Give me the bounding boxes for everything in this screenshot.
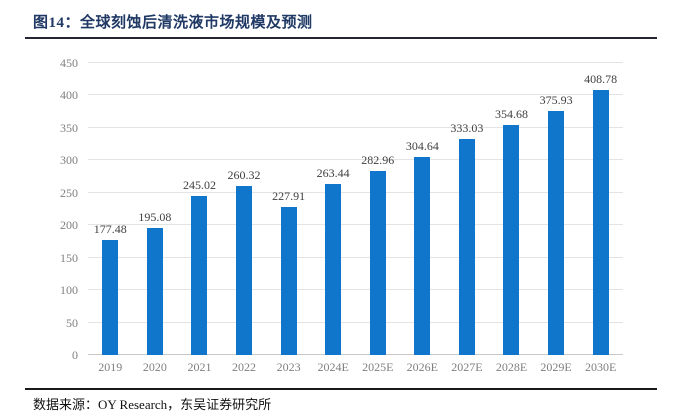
bar-value-label: 333.03 — [450, 121, 484, 135]
figure-title: 图14：全球刻蚀后清洗液市场规模及预测 — [33, 15, 313, 31]
y-tick-label: 100 — [60, 283, 78, 298]
bar-value-label: 260.32 — [227, 168, 261, 182]
x-tick-label: 2023 — [276, 360, 301, 374]
y-tick-label: 200 — [60, 218, 78, 233]
gridline — [88, 94, 623, 96]
bar-slot-2022: 260.32 — [222, 63, 267, 355]
bar-2026E — [414, 157, 431, 355]
y-tick-label: 50 — [66, 315, 78, 330]
bar-series: 177.48 195.08 245.02 260.32 227.91 263.44 282.… — [88, 63, 623, 355]
x-axis: 2019 2020 2021 2022 2023 2024E 2025E 2026E 2027E… — [88, 360, 623, 375]
gridline — [88, 321, 623, 323]
x-tick-label: 2019 — [98, 360, 123, 374]
gridline — [88, 224, 623, 226]
bar-value-label: 408.78 — [584, 72, 618, 86]
x-tick-label: 2024E — [317, 360, 349, 374]
bar-2029E — [548, 111, 565, 355]
bar-2028E — [503, 125, 520, 355]
bar-value-label: 263.44 — [316, 166, 350, 180]
bar-slot-2020: 195.08 — [133, 63, 178, 355]
bar-value-label: 195.08 — [138, 210, 172, 224]
gridline — [88, 62, 623, 63]
bar-2027E — [458, 139, 475, 355]
x-axis-line — [88, 354, 623, 355]
bar-slot-2025E: 282.96 — [355, 63, 400, 355]
bar-value-label: 354.68 — [494, 107, 528, 121]
x-tick-label: 2021 — [187, 360, 212, 374]
x-tick-label: 2020 — [142, 360, 167, 374]
bar-value-label: 227.91 — [272, 189, 306, 203]
x-tick-label: 2026E — [406, 360, 438, 374]
y-tick-label: 350 — [60, 120, 78, 135]
bar-2030E — [592, 90, 609, 355]
title-divider — [25, 37, 657, 39]
bar-slot-2021: 245.02 — [177, 63, 222, 355]
bar-2023 — [280, 207, 297, 355]
y-tick-label: 300 — [60, 153, 78, 168]
bar-slot-2029E: 375.93 — [534, 63, 579, 355]
x-tick-label: 2027E — [451, 360, 483, 374]
bar-slot-2023: 227.91 — [266, 63, 311, 355]
bar-slot-2027E: 333.03 — [445, 63, 490, 355]
bar-2025E — [369, 171, 386, 355]
bar-value-label: 245.02 — [182, 178, 216, 192]
y-tick-label: 0 — [72, 348, 78, 362]
y-tick-label: 150 — [60, 250, 78, 265]
bar-2021 — [191, 196, 208, 355]
bar-2022 — [236, 186, 253, 355]
bar-slot-2024E: 263.44 — [311, 63, 356, 355]
bar-slot-2026E: 304.64 — [400, 63, 445, 355]
bar-value-label: 304.64 — [405, 139, 439, 153]
bar-value-label: 375.93 — [539, 93, 573, 107]
bar-2019 — [102, 240, 119, 355]
x-tick-label: 2022 — [232, 360, 257, 374]
bar-2024E — [325, 184, 342, 355]
y-axis: 0 50 100 150 200 250 300 350 400 450 — [0, 57, 78, 361]
bar-slot-2030E: 408.78 — [578, 63, 623, 355]
x-tick-label: 2030E — [584, 360, 617, 374]
bar-slot-2028E: 354.68 — [489, 63, 534, 355]
gridline — [88, 289, 623, 291]
bar-value-label: 282.96 — [361, 153, 395, 167]
bar-value-label: 177.48 — [93, 222, 127, 236]
plot-area: 177.48 195.08 245.02 260.32 227.91 263.44 282.… — [88, 62, 623, 355]
gridline — [88, 191, 623, 193]
x-tick-label: 2025E — [362, 360, 394, 374]
gridline — [88, 159, 623, 161]
gridline — [88, 256, 623, 258]
data-source: 数据来源：OY Research，东吴证券研究所 — [33, 397, 272, 412]
bar-slot-2019: 177.48 — [88, 63, 133, 355]
bar-2020 — [146, 228, 163, 355]
market-size-bar-chart: 0 50 100 150 200 250 300 350 400 450 177.48 195.08… — [0, 45, 682, 380]
gridline — [88, 126, 623, 128]
y-tick-label: 250 — [60, 185, 78, 200]
x-tick-label: 2028E — [495, 360, 528, 374]
x-tick-label: 2029E — [540, 360, 572, 374]
y-tick-label: 450 — [60, 56, 78, 70]
y-tick-label: 400 — [60, 88, 78, 103]
footer-divider — [25, 388, 657, 390]
